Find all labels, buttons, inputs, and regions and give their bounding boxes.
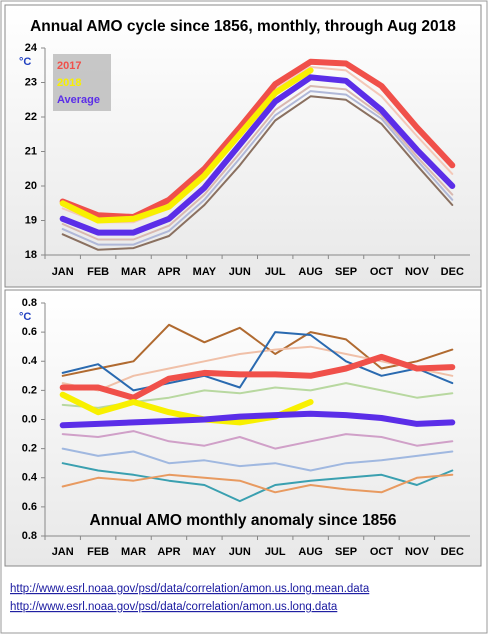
x-tick-label: MAY	[193, 266, 217, 278]
panel-frame	[4, 289, 482, 567]
series-line	[59, 353, 456, 401]
x-tick-label: NOV	[405, 266, 430, 278]
x-tick-label: JUL	[265, 546, 286, 558]
x-tick-label: AUG	[298, 546, 322, 558]
series-line	[61, 331, 454, 392]
legend-label: 2018	[57, 77, 81, 89]
x-tick-label: NOV	[405, 546, 430, 558]
x-tick-label: MAR	[121, 266, 146, 278]
series-line	[61, 323, 454, 377]
series-line	[61, 345, 454, 392]
x-tick-label: FEB	[87, 546, 109, 558]
legend-label: 2017	[57, 60, 81, 72]
y-tick-label: 20	[25, 180, 37, 192]
link[interactable]: http://www.esrl.noaa.gov/psd/data/correl…	[10, 583, 370, 595]
x-tick-label: MAY	[193, 546, 217, 558]
y-tick-label: 24	[25, 42, 38, 54]
y-tick-label: 0.8	[22, 530, 37, 542]
series-line	[61, 462, 454, 503]
series-line	[61, 473, 454, 494]
y-tick-label: 19	[25, 214, 37, 226]
x-tick-label: FEB	[87, 266, 109, 278]
link[interactable]: http://www.esrl.noaa.gov/psd/data/correl…	[10, 601, 338, 613]
y-tick-label: 0.4	[22, 355, 38, 367]
y-unit: °C	[19, 311, 31, 323]
series-line	[61, 90, 454, 246]
series-line	[61, 447, 454, 472]
x-tick-label: APR	[157, 546, 180, 558]
x-tick-label: JUN	[229, 546, 251, 558]
x-tick-label: OCT	[370, 546, 394, 558]
series-line	[59, 74, 456, 236]
x-tick-label: JUL	[265, 266, 286, 278]
x-tick-label: JUN	[229, 266, 251, 278]
series-line	[61, 85, 454, 241]
x-tick-label: JAN	[52, 546, 74, 558]
x-tick-label: AUG	[298, 266, 322, 278]
y-tick-label: 22	[25, 111, 37, 123]
series-line	[61, 95, 454, 251]
x-tick-label: OCT	[370, 266, 394, 278]
legend-label: Average	[57, 94, 100, 106]
y-tick-label: 0.6	[22, 326, 37, 338]
y-tick-label: 0.0	[22, 413, 37, 425]
x-tick-label: JAN	[52, 266, 74, 278]
chart-title: Annual AMO monthly anomaly since 1856	[90, 512, 397, 529]
x-tick-label: MAR	[121, 546, 146, 558]
y-tick-label: 0.4	[22, 472, 38, 484]
x-tick-label: SEP	[335, 266, 357, 278]
y-tick-label: 18	[25, 249, 37, 261]
series-line	[61, 430, 454, 450]
legend-box	[53, 54, 111, 111]
y-tick-label: 0.2	[22, 384, 37, 396]
x-tick-label: APR	[157, 266, 180, 278]
x-tick-label: DEC	[441, 266, 464, 278]
x-tick-label: DEC	[441, 546, 464, 558]
y-tick-label: 0.8	[22, 297, 37, 309]
y-tick-label: 0.6	[22, 501, 37, 513]
series-line	[59, 410, 456, 429]
y-unit: °C	[19, 56, 31, 68]
y-tick-label: 0.2	[22, 443, 37, 455]
chart-title: Annual AMO cycle since 1856, monthly, th…	[30, 18, 456, 35]
series-line	[59, 67, 314, 224]
x-tick-label: SEP	[335, 546, 357, 558]
y-tick-label: 23	[25, 76, 37, 88]
y-tick-label: 21	[25, 145, 37, 157]
